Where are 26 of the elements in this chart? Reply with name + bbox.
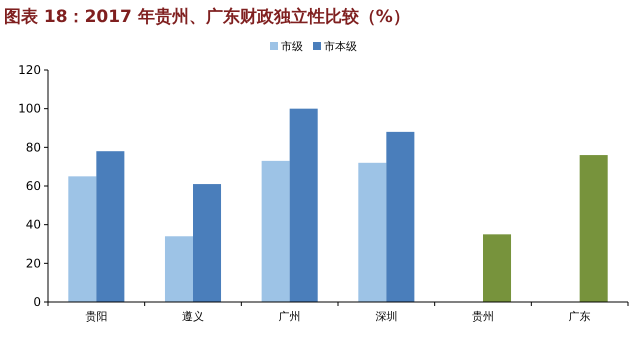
x-tick-label: 广东 bbox=[568, 310, 591, 323]
bar bbox=[262, 160, 290, 302]
bar bbox=[164, 236, 193, 302]
y-tick-label: 0 bbox=[33, 295, 41, 309]
x-tick-label: 贵州 bbox=[472, 310, 494, 323]
y-tick-label: 100 bbox=[18, 102, 41, 116]
bar bbox=[386, 132, 414, 302]
y-tick-label: 60 bbox=[26, 179, 41, 193]
x-tick-label: 深圳 bbox=[375, 310, 398, 323]
y-tick-label: 40 bbox=[26, 218, 41, 232]
x-tick-label: 广州 bbox=[278, 310, 301, 323]
chart-title: 图表 18：2017 年贵州、广东财政独立性比较（%） bbox=[4, 7, 410, 27]
bar bbox=[193, 184, 222, 302]
y-tick-label: 20 bbox=[26, 256, 41, 270]
bar bbox=[290, 108, 318, 302]
x-tick-label: 遵义 bbox=[182, 310, 204, 323]
legend-label: 市级 bbox=[281, 40, 303, 53]
y-tick-label: 80 bbox=[26, 140, 41, 154]
bar bbox=[358, 162, 386, 302]
x-tick-label: 贵阳 bbox=[85, 310, 108, 323]
legend-label: 市本级 bbox=[324, 40, 357, 53]
y-tick-label: 120 bbox=[18, 63, 41, 77]
bar bbox=[96, 151, 124, 302]
bar bbox=[580, 155, 608, 302]
bar bbox=[483, 234, 512, 302]
bar bbox=[68, 176, 96, 302]
